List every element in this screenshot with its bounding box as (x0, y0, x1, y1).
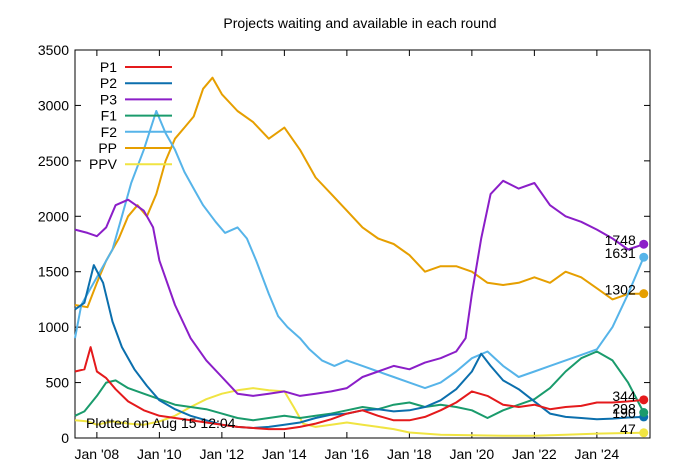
end-marker-p3 (639, 239, 649, 249)
x-tick-label: Jan '10 (137, 446, 182, 462)
y-tick-label: 2000 (38, 208, 69, 224)
series-line-pp (74, 76, 644, 309)
end-marker-f2 (639, 252, 649, 262)
series-line-ppv (74, 387, 644, 437)
plotted-on-annotation: Plotted on Aug 15 12:04 (86, 415, 236, 431)
end-label-p1: 344 (612, 388, 636, 404)
y-tick-label: 3000 (38, 97, 69, 113)
legend-label-p3: P3 (100, 91, 117, 107)
series-group (74, 76, 645, 437)
end-label-f2: 1631 (605, 245, 636, 261)
series-line-p2 (74, 264, 644, 429)
end-marker-f1 (639, 408, 649, 418)
legend-label-p1: P1 (100, 59, 117, 75)
x-tick-label: Jan '24 (575, 446, 620, 462)
plot-frame (74, 49, 651, 439)
y-tick-label: 2500 (38, 153, 69, 169)
x-tick-label: Jan '22 (512, 446, 557, 462)
y-tick-label: 3500 (38, 42, 69, 58)
series-line-f2 (74, 110, 645, 390)
legend-label-pp: PP (98, 140, 117, 156)
y-tick-label: 1000 (38, 319, 69, 335)
series-line-f1 (74, 350, 645, 422)
series-line-p1 (74, 346, 644, 431)
legend-label-f2: F2 (101, 124, 118, 140)
end-label-f1: 298 (612, 401, 636, 417)
end-marker-ppv (639, 428, 649, 438)
chart-title: Projects waiting and available in each r… (223, 15, 496, 31)
x-tick-label: Jan '08 (75, 446, 120, 462)
end-marker-p1 (639, 395, 649, 405)
plot-area (74, 49, 651, 439)
legend-label-ppv: PPV (89, 156, 118, 172)
y-axis: 0 500 1000 1500 2000 2500 3000 3500 (38, 42, 650, 446)
x-tick-label: Jan '12 (200, 446, 245, 462)
x-axis: Jan '08 Jan '10 Jan '12 Jan '14 Jan '16 Jan '… (75, 50, 620, 462)
x-tick-label: Jan '16 (325, 446, 370, 462)
end-label-p2: 190 (612, 405, 636, 421)
x-tick-label: Jan '18 (387, 446, 432, 462)
y-tick-label: 500 (46, 375, 70, 391)
end-marker-pp (639, 289, 649, 299)
end-label-pp: 1302 (605, 282, 636, 298)
x-tick-label: Jan '20 (450, 446, 495, 462)
x-tick-label: Jan '14 (262, 446, 307, 462)
legend-label-p2: P2 (100, 75, 117, 91)
series-line-p3 (74, 179, 645, 397)
end-label-p3: 1748 (605, 232, 636, 248)
end-label-ppv: 47 (620, 421, 636, 437)
y-tick-label: 1500 (38, 264, 69, 280)
y-tick-label: 0 (61, 430, 69, 446)
legend-label-f1: F1 (101, 108, 118, 124)
